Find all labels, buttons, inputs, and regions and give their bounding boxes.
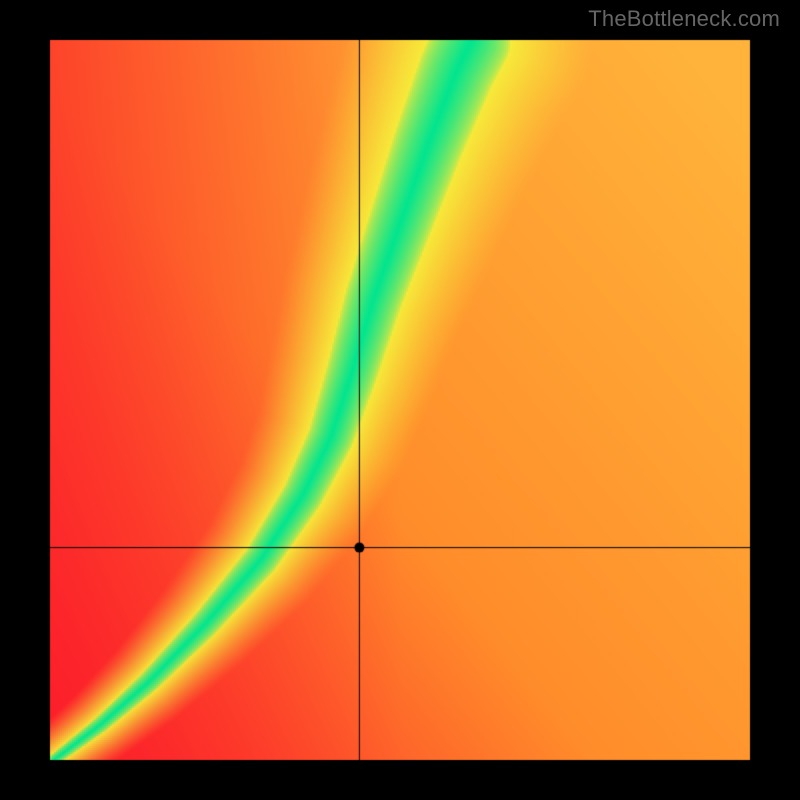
bottleneck-heatmap xyxy=(0,0,800,800)
watermark-text: TheBottleneck.com xyxy=(588,6,780,32)
